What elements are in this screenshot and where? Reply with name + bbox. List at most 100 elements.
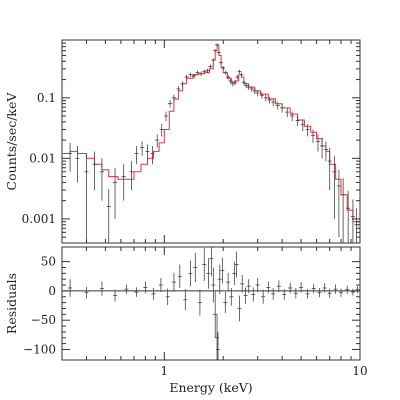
data-point [290, 111, 295, 122]
data-point [354, 208, 359, 243]
residual-point [251, 287, 256, 302]
data-point [255, 90, 260, 97]
spectrum-data-points [68, 43, 359, 243]
data-point [249, 86, 254, 92]
data-point [327, 147, 332, 191]
residual-point [276, 280, 281, 293]
residual-point [345, 285, 350, 294]
data-point [267, 96, 272, 104]
residual-point [246, 279, 251, 294]
residual-point [350, 288, 355, 296]
residual-point [261, 289, 266, 304]
y-tick-label: 0 [48, 284, 56, 298]
residual-point [220, 257, 225, 284]
residual-point [237, 295, 242, 322]
data-point [155, 134, 160, 148]
data-point [208, 64, 213, 69]
data-point [244, 82, 249, 89]
data-point [275, 101, 280, 110]
residual-point [177, 264, 182, 288]
x-tick-label: 1 [160, 364, 168, 378]
residual-point [271, 287, 276, 300]
data-point [221, 66, 226, 71]
data-point [295, 116, 300, 127]
data-point [237, 69, 242, 74]
y-tick-label: 0.001 [22, 212, 56, 226]
residual-point [213, 290, 218, 338]
data-point [113, 167, 118, 219]
data-point [341, 178, 346, 243]
residuals-tick-labels: 50 0 −50 −100 1 10 [23, 255, 368, 378]
residual-point [333, 284, 338, 294]
residual-point [240, 275, 245, 293]
residual-point [217, 264, 222, 294]
residual-point [99, 281, 104, 296]
data-point [271, 98, 276, 107]
data-point [184, 74, 189, 80]
data-point [350, 199, 355, 243]
residual-point [243, 287, 248, 304]
residual-point [282, 289, 287, 300]
residual-point [197, 289, 202, 316]
x-tick-label: 10 [352, 364, 367, 378]
residual-point [317, 287, 322, 298]
residual-point [68, 279, 73, 297]
y-tick-label: 0.1 [37, 91, 56, 105]
residual-point [327, 288, 332, 298]
data-point [168, 100, 173, 108]
residual-point [288, 282, 293, 294]
residual-point [255, 278, 260, 293]
residual-point [232, 261, 237, 286]
data-point [84, 153, 89, 243]
data-point [230, 81, 235, 87]
data-point [164, 111, 169, 122]
y-tick-label: 50 [41, 255, 56, 269]
residual-point [206, 258, 211, 289]
data-point [176, 86, 181, 92]
residual-point [299, 282, 304, 293]
data-point [252, 88, 257, 95]
data-point [202, 69, 207, 74]
x-axis-label: Energy (keV) [169, 380, 252, 395]
residual-point [143, 281, 148, 294]
data-point [310, 129, 315, 143]
data-point [346, 190, 351, 243]
data-point [92, 151, 97, 191]
residual-point [223, 292, 228, 314]
data-point [192, 73, 197, 79]
residual-point [355, 286, 360, 294]
data-point [199, 71, 204, 76]
data-point [239, 72, 244, 78]
residual-point [188, 260, 193, 287]
spectrum-axis-ticks [61, 39, 361, 244]
residual-point [229, 287, 234, 306]
data-point [140, 141, 145, 156]
data-point [99, 158, 104, 201]
data-point [205, 68, 210, 73]
data-point [246, 84, 251, 91]
data-point [180, 81, 185, 87]
spectrum-y-axis-label: Counts/sec/keV [4, 92, 19, 191]
residual-data-points [68, 247, 360, 360]
y-tick-label: 0.01 [29, 151, 56, 165]
data-point [106, 189, 111, 243]
data-point [150, 145, 155, 165]
data-point [315, 134, 320, 152]
data-point [211, 58, 216, 62]
residual-point [124, 284, 129, 294]
residual-point [209, 247, 214, 277]
data-point [223, 70, 228, 75]
data-point [159, 123, 164, 137]
data-point [195, 70, 200, 75]
data-point [280, 103, 285, 113]
residual-point [183, 289, 188, 311]
data-point [241, 79, 246, 86]
residual-point [305, 289, 310, 299]
residual-point [171, 272, 176, 292]
data-point [121, 164, 126, 201]
residual-point [215, 314, 220, 360]
data-point [213, 49, 218, 53]
data-point [259, 92, 264, 99]
y-tick-label: −50 [31, 313, 56, 327]
residuals-panel: 50 0 −50 −100 1 10 [23, 246, 368, 378]
